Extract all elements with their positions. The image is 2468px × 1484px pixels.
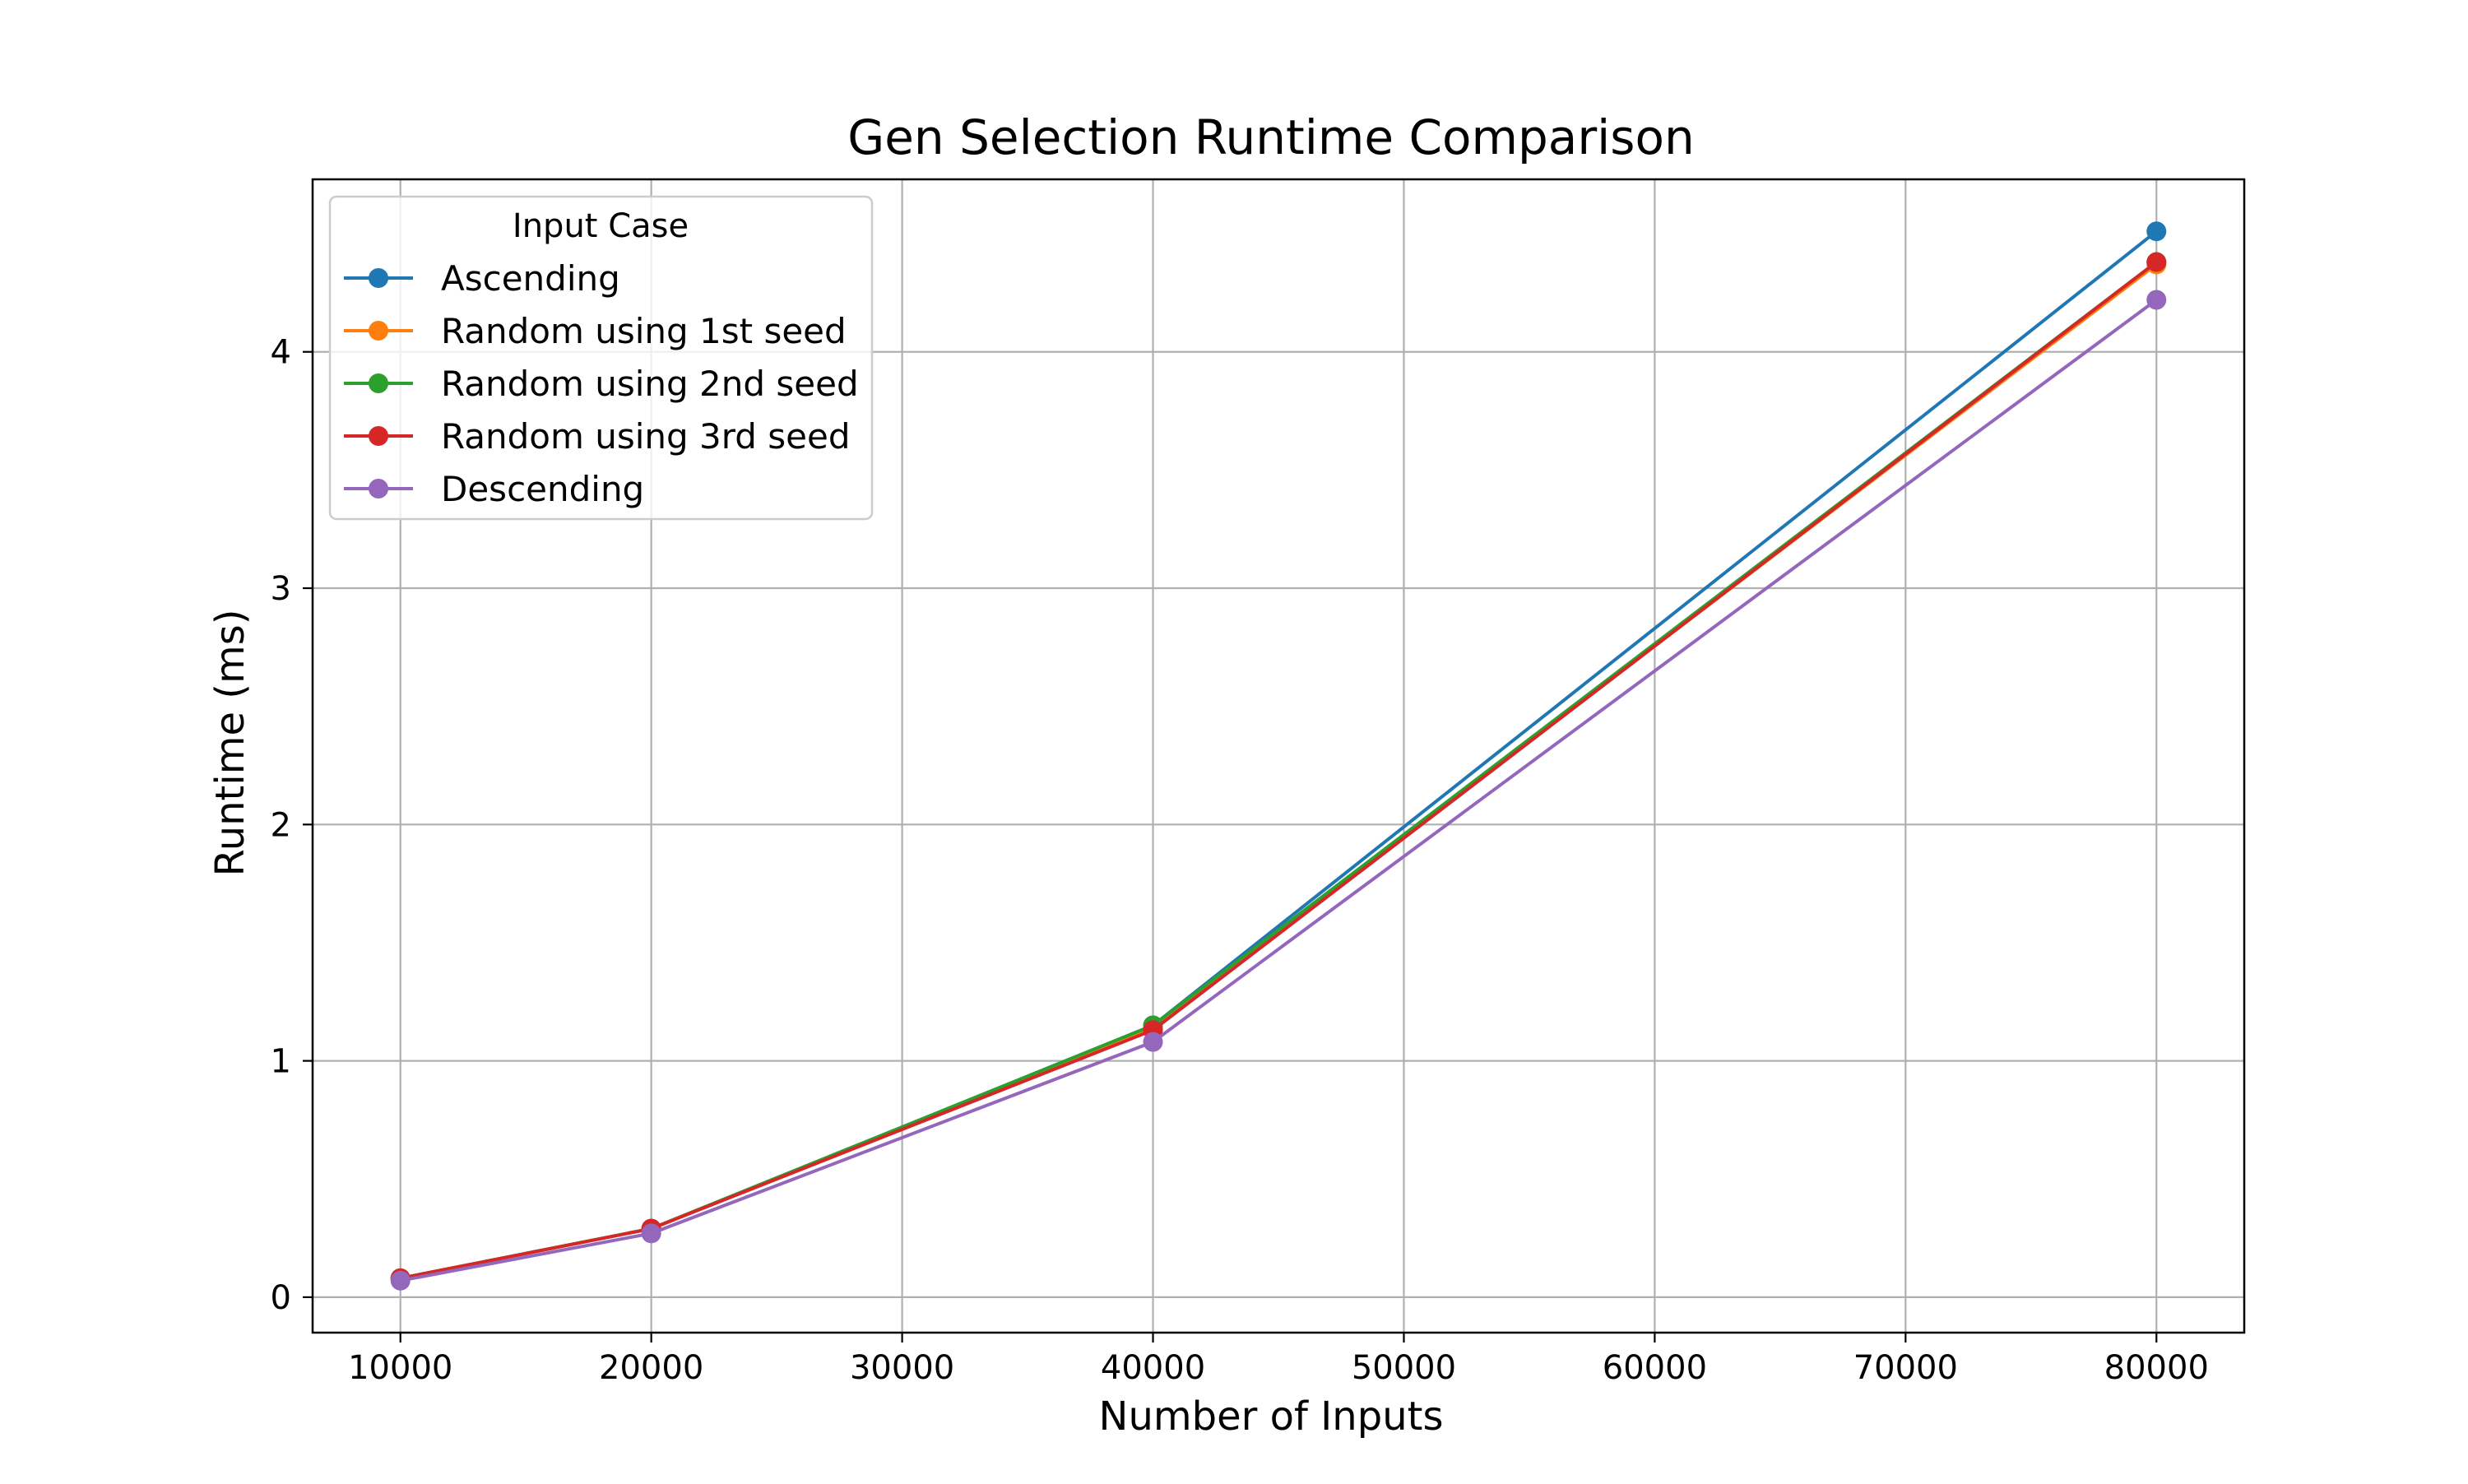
legend-marker — [369, 373, 388, 393]
legend-label: Random using 1st seed — [441, 311, 847, 351]
legend-marker — [369, 268, 388, 288]
y-axis-label: Runtime (ms) — [207, 610, 253, 877]
grid-lines — [313, 179, 2244, 1333]
legend-marker — [369, 426, 388, 446]
y-tick-label: 1 — [271, 1043, 291, 1081]
x-tick-label: 60000 — [1603, 1349, 1707, 1387]
series-group — [390, 221, 2167, 1291]
legend-entry: Random using 2nd seed — [344, 364, 859, 404]
y-tick-label: 4 — [271, 334, 291, 372]
x-tick-label: 30000 — [850, 1349, 954, 1387]
x-tick-label: 50000 — [1352, 1349, 1456, 1387]
legend-entry: Ascending — [344, 258, 620, 299]
plot-frame — [311, 178, 2246, 1334]
x-tick-label: 80000 — [2104, 1349, 2209, 1387]
legend-marker — [369, 321, 388, 341]
legend-entries: Ascending Random using 1st seed Random usi… — [344, 258, 859, 509]
legend-entry: Random using 1st seed — [344, 311, 847, 351]
axis-ticks: 10000 20000 30000 40000 50000 60000 70000 80000… — [271, 334, 2209, 1387]
legend-label: Ascending — [441, 258, 620, 299]
series-line — [398, 260, 2159, 1280]
x-tick-label: 40000 — [1101, 1349, 1205, 1387]
x-tick-label: 70000 — [1853, 1349, 1958, 1387]
data-point — [2146, 290, 2167, 310]
data-point — [1143, 1032, 1163, 1052]
x-axis-label: Number of Inputs — [1099, 1394, 1444, 1440]
chart-title: Gen Selection Runtime Comparison — [847, 109, 1695, 165]
x-tick-label: 10000 — [348, 1349, 452, 1387]
legend-label: Descending — [441, 469, 644, 509]
legend-title: Input Case — [513, 207, 689, 245]
data-point — [2146, 221, 2167, 242]
data-point — [2146, 252, 2167, 272]
y-tick-label: 0 — [271, 1279, 291, 1317]
y-tick-label: 3 — [271, 570, 291, 608]
y-tick-label: 2 — [271, 806, 291, 844]
legend-marker — [369, 479, 388, 499]
data-point — [641, 1223, 661, 1244]
series-5 — [390, 290, 2167, 1291]
legend: Input Case Ascending Random using 1st see… — [328, 195, 874, 521]
x-tick-label: 20000 — [599, 1349, 703, 1387]
series-line — [398, 298, 2159, 1282]
data-point — [390, 1270, 411, 1291]
legend-label: Random using 2nd seed — [441, 364, 859, 404]
legend-label: Random using 3rd seed — [441, 416, 851, 457]
legend-entry: Random using 3rd seed — [344, 416, 851, 457]
legend-entry: Descending — [344, 469, 644, 509]
legend-box — [328, 195, 874, 521]
